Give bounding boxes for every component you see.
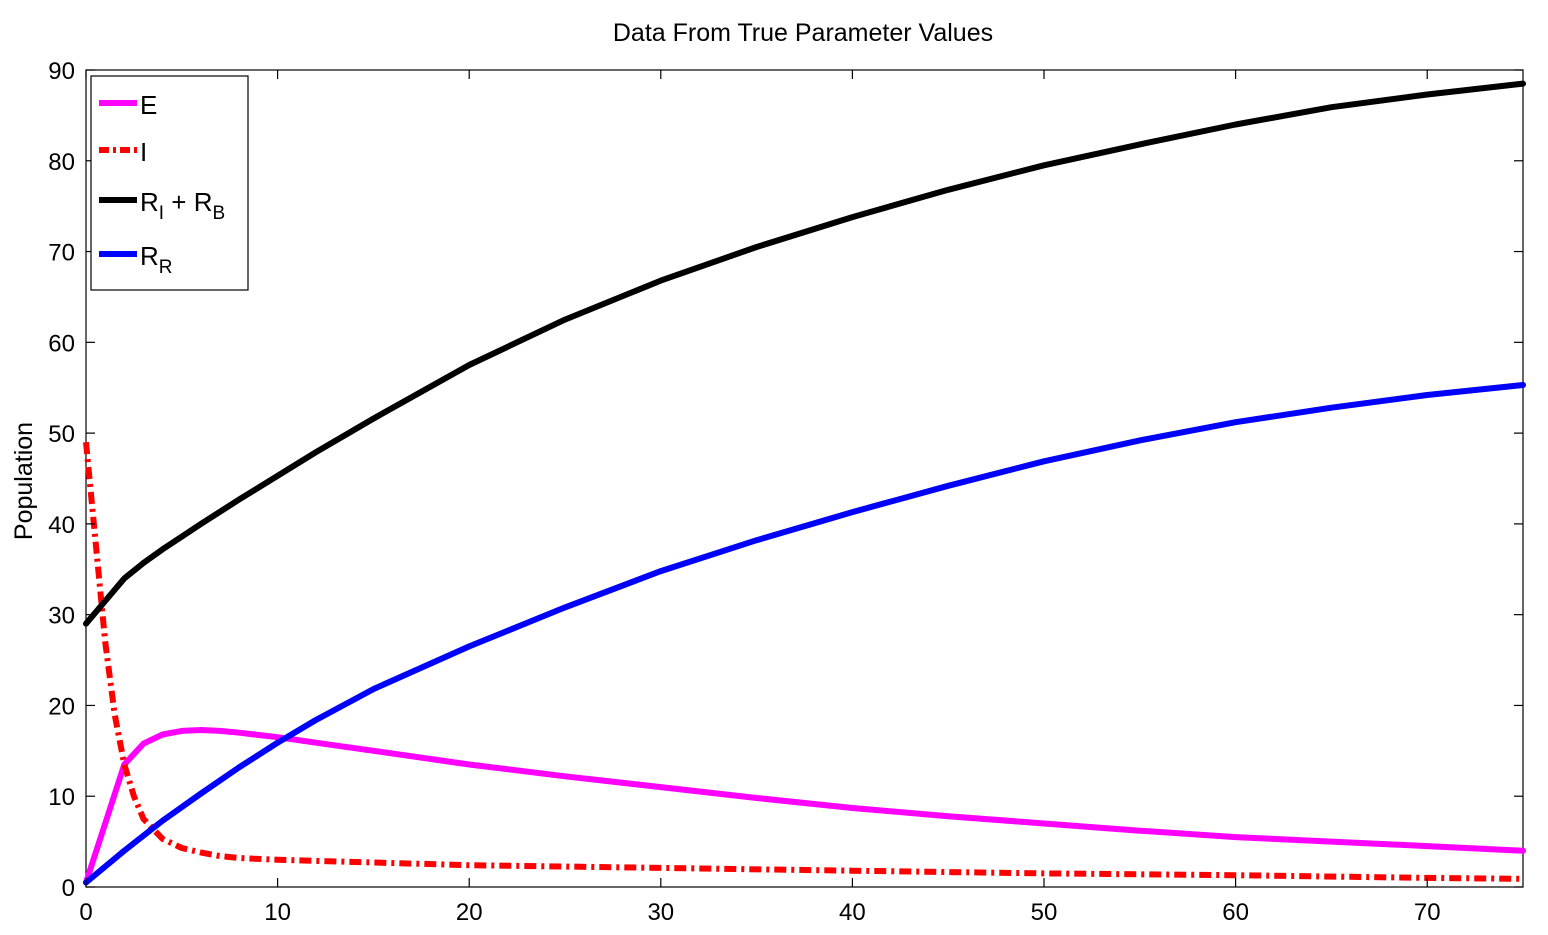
legend-label-1: I: [140, 137, 147, 167]
y-tick-label: 20: [48, 693, 75, 720]
series-line-3: [83, 382, 1526, 886]
plot-area: [83, 69, 1526, 888]
x-tick-label: 70: [1414, 899, 1441, 926]
y-tick-label: 70: [48, 240, 75, 267]
x-tick-label: 10: [264, 899, 291, 926]
y-tick-label: 90: [48, 58, 75, 85]
legend-label-0: E: [140, 90, 157, 120]
x-tick-label: 0: [79, 899, 92, 926]
chart-title: Data From True Parameter Values: [613, 19, 993, 47]
y-tick-label: 0: [62, 875, 75, 902]
y-tick-label: 50: [48, 421, 75, 448]
y-tick-label: 30: [48, 603, 75, 630]
x-tick-label: 20: [456, 899, 483, 926]
y-tick-label: 10: [48, 784, 75, 811]
legend-label-3: RR: [140, 241, 173, 278]
y-tick-label: 60: [48, 330, 75, 357]
axis-ticks: 0 10 20 30 40 50 60 70 0 10 20 30 40 50 60 70 80 90: [48, 58, 1523, 926]
y-tick-label: 40: [48, 512, 75, 539]
series-line-2: [83, 80, 1526, 627]
y-tick-label: 80: [48, 149, 75, 176]
x-tick-label: 40: [839, 899, 866, 926]
x-tick-label: 30: [647, 899, 674, 926]
x-tick-label: 50: [1031, 899, 1058, 926]
y-axis-label: Population: [10, 422, 38, 540]
series-line-0: [83, 727, 1526, 886]
legend-label-2: RI + RB: [140, 187, 225, 224]
x-tick-label: 60: [1222, 899, 1249, 926]
axes-frame: [85, 69, 1524, 888]
legend: EI RI + RB RR: [90, 75, 249, 291]
series-line-1: [83, 441, 1524, 882]
